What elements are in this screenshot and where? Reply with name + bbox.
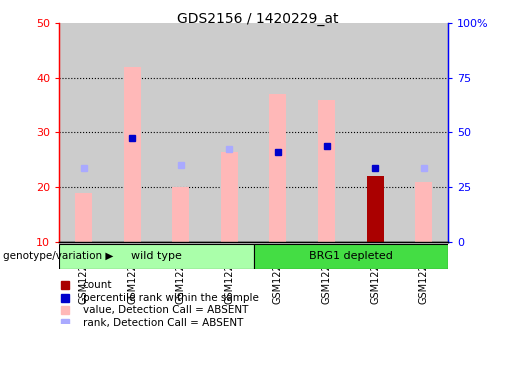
Bar <box>269 94 286 242</box>
Bar <box>172 187 189 242</box>
Text: percentile rank within the sample: percentile rank within the sample <box>82 293 259 303</box>
Text: count: count <box>82 280 112 290</box>
Text: rank, Detection Call = ABSENT: rank, Detection Call = ABSENT <box>82 318 243 328</box>
Text: GDS2156 / 1420229_at: GDS2156 / 1420229_at <box>177 12 338 25</box>
Text: BRG1 depleted: BRG1 depleted <box>309 251 393 262</box>
Bar <box>367 176 384 242</box>
Bar <box>59 23 108 242</box>
Bar <box>415 182 432 242</box>
Bar <box>253 244 448 269</box>
Text: genotype/variation ▶: genotype/variation ▶ <box>3 251 113 262</box>
Bar <box>75 193 92 242</box>
Text: wild type: wild type <box>131 251 182 262</box>
Bar <box>205 23 253 242</box>
Bar <box>400 23 448 242</box>
Text: value, Detection Call = ABSENT: value, Detection Call = ABSENT <box>82 305 248 315</box>
Bar <box>124 67 141 242</box>
Bar <box>59 244 253 269</box>
Bar <box>351 23 400 242</box>
Bar <box>108 23 157 242</box>
Bar <box>318 100 335 242</box>
Bar <box>157 23 205 242</box>
Bar <box>302 23 351 242</box>
Bar <box>221 152 238 242</box>
Bar <box>253 23 302 242</box>
